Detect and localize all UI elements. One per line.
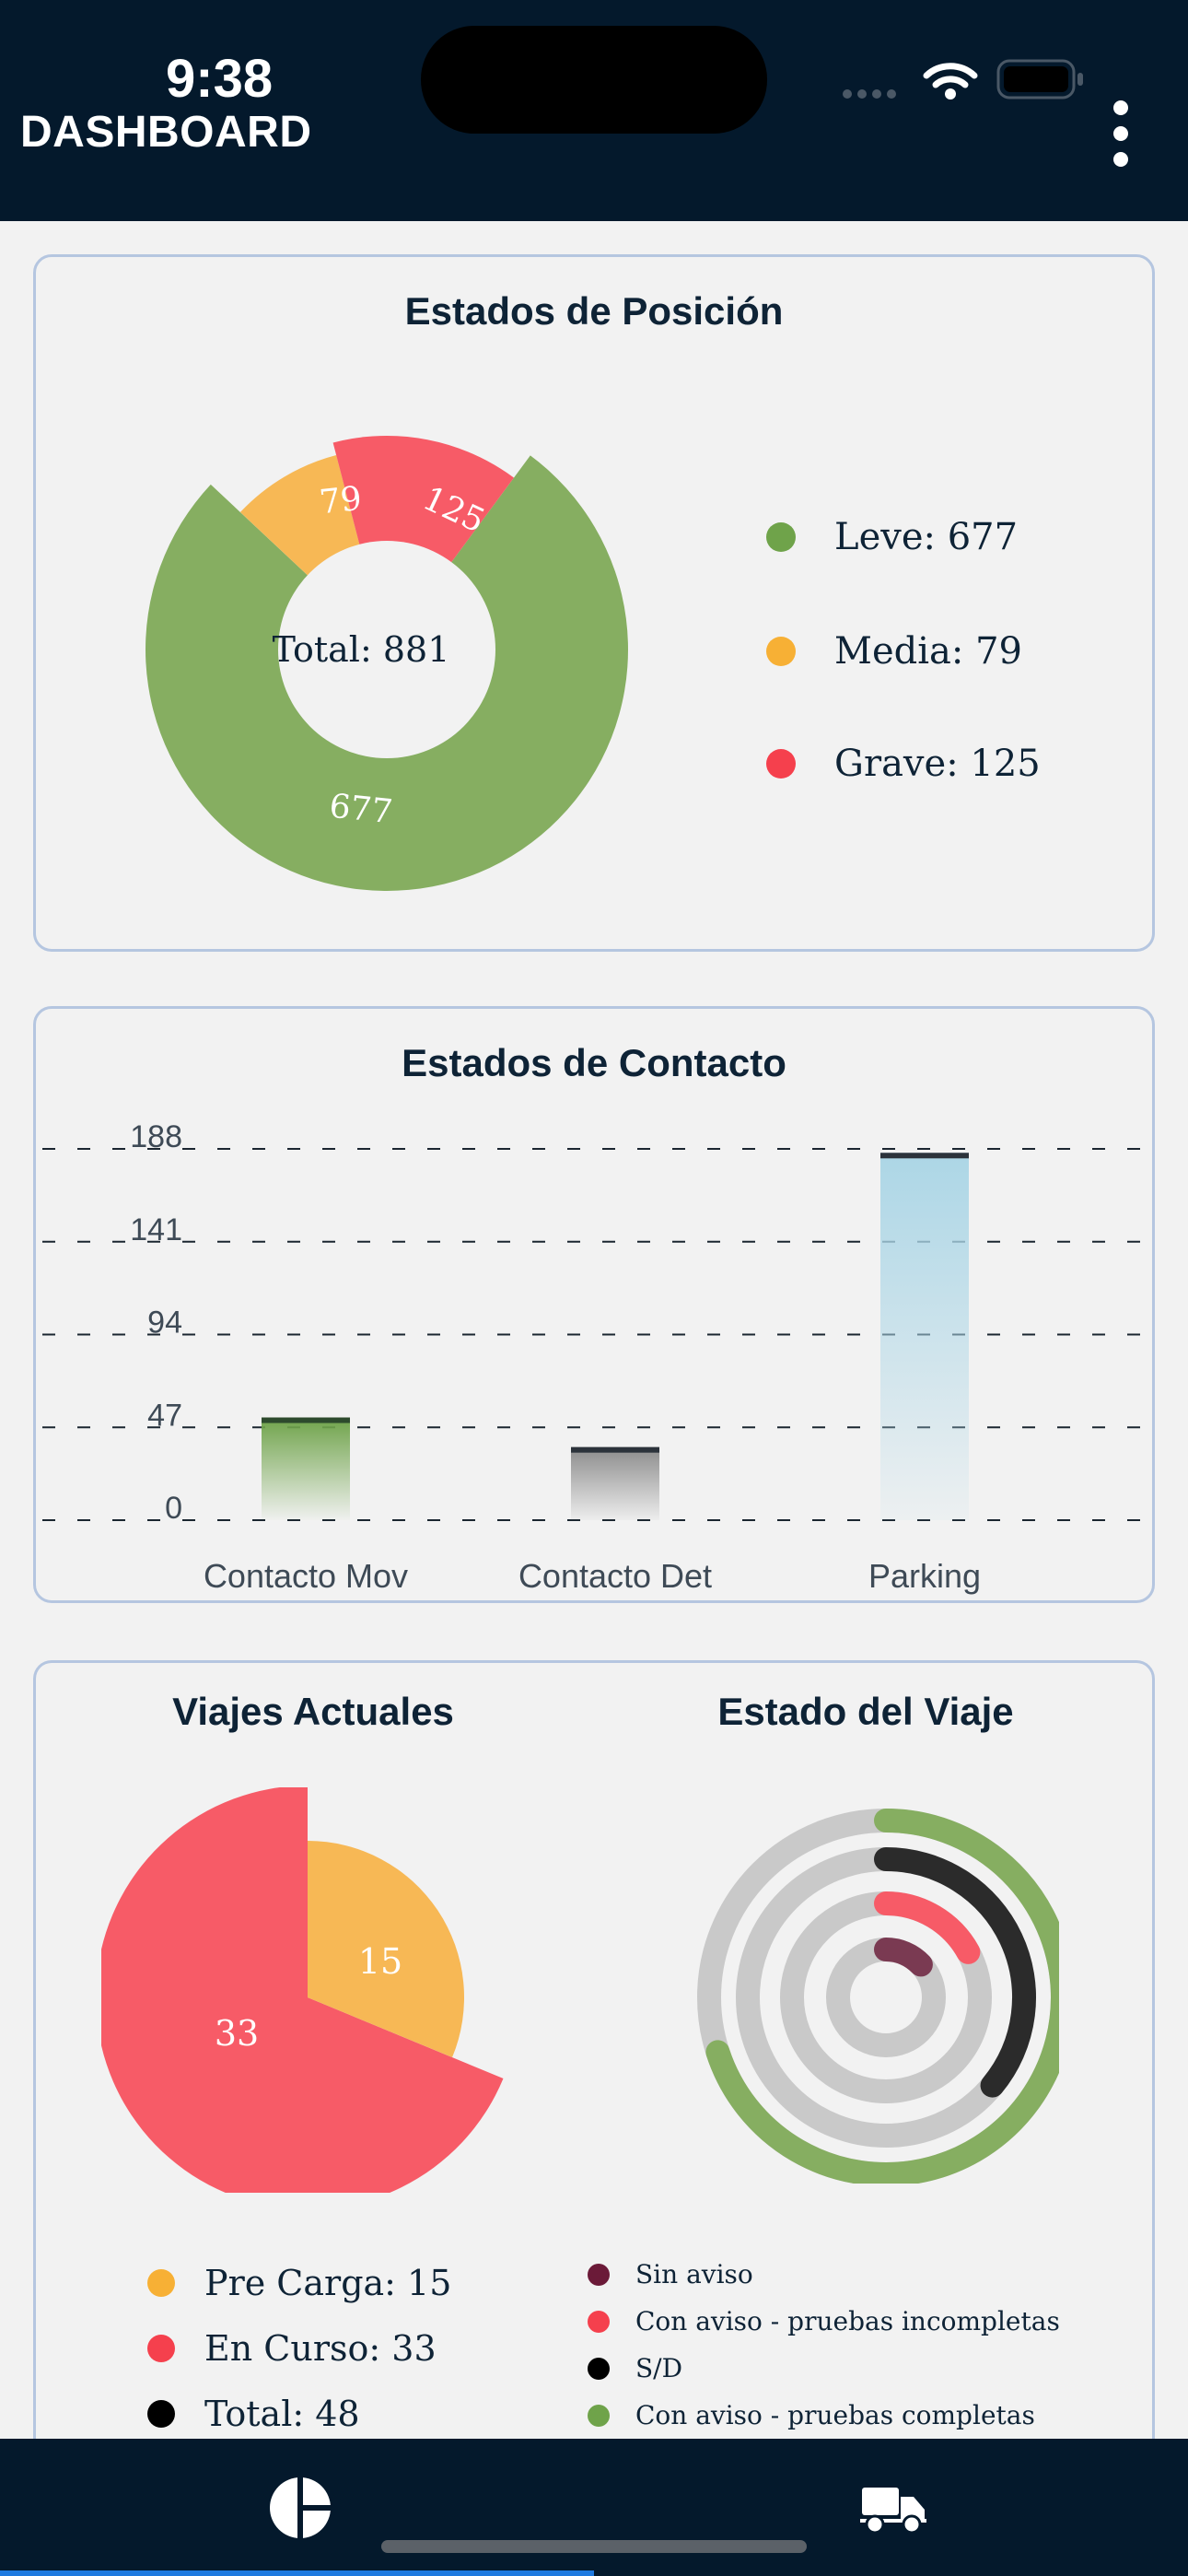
bar-contacto-det — [571, 1446, 659, 1520]
viajes-actuales-title: Viajes Actuales — [172, 1690, 454, 1733]
pie-slice-en-curso — [101, 1787, 504, 2193]
pie-slice-label-pre-carga: 15 — [358, 1941, 402, 1982]
legend-item-media: Media: 79 — [766, 630, 1022, 673]
estados-contacto-bar-chart: 0 47 94 141 188 Contacto Mov Contacto Det Park… — [42, 1119, 1142, 1595]
bar-parking — [880, 1153, 969, 1520]
y-tick-label: 47 — [147, 1398, 182, 1433]
legend-item-total: Total: 48 — [147, 2394, 360, 2434]
radial-bar-con-aviso-incompletas — [874, 1891, 981, 1964]
estado-viaje-radial-chart — [697, 1809, 1059, 2184]
bar-cap-contacto-det — [571, 1446, 659, 1453]
legend-item-sd: S/D — [588, 2353, 682, 2383]
legend-item-con-aviso-completas: Con aviso - pruebas completas — [588, 2400, 1035, 2430]
x-tick-label: Parking — [868, 1557, 981, 1595]
legend-item-con-aviso-incompletas: Con aviso - pruebas incompletas — [588, 2306, 1060, 2336]
y-tick-label: 94 — [147, 1306, 182, 1341]
pie-chart-icon[interactable] — [267, 2475, 333, 2541]
donut-slice-label-media: 79 — [318, 480, 364, 522]
pie-slice-pre-carga — [308, 1841, 465, 2058]
legend-item-sin-aviso: Sin aviso — [588, 2259, 753, 2289]
truck-icon[interactable] — [860, 2482, 926, 2534]
estados-posicion-donut: 677 79 125 Total: 881 — [145, 435, 629, 891]
legend-dot-icon — [588, 2357, 610, 2380]
bar-cap-contacto-mov — [262, 1417, 350, 1423]
active-tab-indicator — [0, 2570, 594, 2576]
legend-dot-icon — [147, 2335, 175, 2362]
legend-item-grave: Grave: 125 — [766, 743, 1041, 785]
battery-icon — [996, 59, 1083, 100]
radial-bar-con-aviso-completas — [705, 1809, 1059, 2184]
x-tick-label: Contacto Det — [518, 1557, 712, 1595]
bar-cap-parking — [880, 1153, 969, 1159]
legend-dot-icon — [147, 2400, 175, 2428]
legend-dot-icon — [588, 2404, 610, 2427]
legend-item-en-curso: En Curso: 33 — [147, 2328, 437, 2369]
cellular-icon — [843, 89, 896, 99]
legend-item-pre-carga: Pre Carga: 15 — [147, 2263, 451, 2303]
legend-item-leve: Leve: 677 — [766, 516, 1018, 558]
more-vertical-icon[interactable] — [1107, 97, 1135, 170]
legend-dot-icon — [147, 2269, 175, 2297]
page-title: DASHBOARD — [20, 108, 312, 157]
legend-dot-icon — [766, 749, 796, 779]
home-indicator — [381, 2540, 807, 2553]
x-tick-label: Contacto Mov — [204, 1557, 408, 1595]
legend-dot-icon — [588, 2310, 610, 2333]
y-tick-label: 0 — [165, 1491, 182, 1526]
estados-posicion-title: Estados de Posición — [404, 289, 784, 333]
legend-dot-icon — [588, 2263, 610, 2286]
bottom-tab-bar — [0, 2439, 1188, 2576]
viajes-actuales-pie: 15 33 — [101, 1787, 504, 2193]
y-tick-label: 141 — [130, 1212, 182, 1247]
legend-dot-icon — [766, 522, 796, 552]
estados-contacto-title: Estados de Contacto — [402, 1041, 786, 1084]
estado-viaje-title: Estado del Viaje — [717, 1690, 1014, 1733]
radial-bar-sd — [874, 1847, 1036, 2098]
donut-center-label: Total: 881 — [273, 629, 450, 670]
legend-dot-icon — [766, 637, 796, 666]
radial-bar-sin-aviso — [874, 1938, 933, 1977]
pie-slice-label-en-curso: 33 — [215, 2013, 259, 2054]
donut-slice-label-leve: 677 — [328, 788, 395, 832]
y-tick-label: 188 — [130, 1119, 182, 1154]
donut-hole — [278, 541, 495, 758]
status-time: 9:38 — [166, 49, 274, 109]
bar-contacto-mov — [262, 1417, 350, 1520]
dynamic-island — [421, 26, 767, 134]
wifi-icon — [923, 63, 978, 100]
